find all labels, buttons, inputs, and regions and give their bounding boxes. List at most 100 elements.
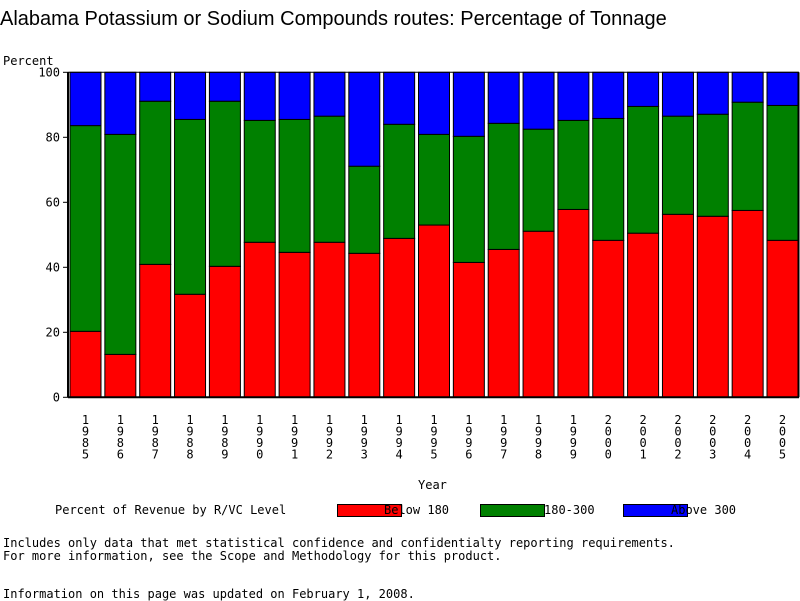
bar-segment-1995-1 <box>418 133 450 226</box>
y-tick-label-20: 20 <box>46 325 60 339</box>
x-tick-label-1990-1: 9 <box>256 425 263 439</box>
x-tick-label-1990-2: 9 <box>256 436 263 450</box>
x-tick-label-1988-2: 8 <box>186 436 193 450</box>
x-tick-label-1989-3: 9 <box>221 448 228 462</box>
x-tick-label-1990-3: 0 <box>256 448 263 462</box>
bar-segment-1996-0 <box>452 261 485 398</box>
legend-swatch-above-300 <box>623 504 688 517</box>
x-tick-label-1995-1: 9 <box>430 425 437 439</box>
bar-segment-1988-2 <box>174 71 207 120</box>
footnote-confidence: Includes only data that met statistical … <box>3 536 675 550</box>
x-tick-label-1996-0: 1 <box>465 413 472 427</box>
bar-segment-2004-1 <box>731 101 764 211</box>
bar-segment-1993-1 <box>348 165 381 254</box>
bar-segment-1991-0 <box>278 251 311 398</box>
x-tick-label-1993-0: 1 <box>361 413 368 427</box>
bar-segment-1997-1 <box>487 122 520 250</box>
bar-segment-1985-2 <box>69 71 102 127</box>
x-tick-label-1985-1: 9 <box>82 425 89 439</box>
bar-segment-2004-0 <box>731 209 764 398</box>
y-tick-label-0: 0 <box>53 390 60 404</box>
bar-segment-2003-2 <box>696 71 729 115</box>
bar-segment-2005-1 <box>766 104 799 241</box>
bar-segment-1985-0 <box>69 330 102 398</box>
bar-segment-2001-0 <box>627 232 660 398</box>
x-tick-label-1995-0: 1 <box>430 413 437 427</box>
x-tick-label-2002-2: 0 <box>674 436 681 450</box>
x-tick-label-2003-0: 2 <box>709 413 716 427</box>
x-tick-label-1991-3: 1 <box>291 448 298 462</box>
x-tick-label-1985-0: 1 <box>82 413 89 427</box>
x-tick-label-2002-0: 2 <box>674 413 681 427</box>
bar-segment-1999-0 <box>557 208 590 398</box>
x-tick-label-1994-3: 4 <box>396 448 403 462</box>
x-tick-label-1994-0: 1 <box>396 413 403 427</box>
x-tick-label-2000-3: 0 <box>605 448 612 462</box>
x-tick-label-1992-1: 9 <box>326 425 333 439</box>
bar-segment-1996-2 <box>452 71 485 137</box>
bar-segment-1990-0 <box>243 241 276 398</box>
x-tick-label-2002-3: 2 <box>674 448 681 462</box>
bar-segment-1986-0 <box>104 353 137 398</box>
x-tick-label-1991-0: 1 <box>291 413 298 427</box>
x-tick-label-1996-2: 9 <box>465 436 472 450</box>
bar-segment-1987-0 <box>139 263 172 398</box>
bar-segment-2000-0 <box>592 239 625 398</box>
bar-segment-1995-2 <box>418 71 450 135</box>
bar-segment-1992-0 <box>313 241 346 398</box>
x-tick-label-2005-1: 0 <box>779 425 786 439</box>
x-tick-label-1986-1: 9 <box>117 425 124 439</box>
x-tick-label-1994-2: 9 <box>396 436 403 450</box>
x-tick-label-1987-3: 7 <box>152 448 159 462</box>
x-tick-label-2004-2: 0 <box>744 436 751 450</box>
bar-segment-1986-1 <box>104 133 137 355</box>
bar-segment-1988-0 <box>174 293 207 398</box>
x-tick-label-2001-0: 2 <box>639 413 646 427</box>
x-tick-label-1990-0: 1 <box>256 413 263 427</box>
bar-segment-1994-0 <box>383 237 416 398</box>
legend-label-180-300: 180-300 <box>544 503 595 517</box>
bar-segment-1993-0 <box>348 252 381 398</box>
bar-segment-1995-0 <box>418 224 450 398</box>
x-tick-label-1998-0: 1 <box>535 413 542 427</box>
bar-segment-1989-1 <box>208 100 241 267</box>
x-tick-label-1989-2: 8 <box>221 436 228 450</box>
x-tick-label-2004-1: 0 <box>744 425 751 439</box>
bar-segment-1991-1 <box>278 118 311 253</box>
x-tick-label-1995-2: 9 <box>430 436 437 450</box>
bar-segment-1997-2 <box>487 71 520 124</box>
x-tick-label-2002-1: 0 <box>674 425 681 439</box>
x-tick-label-2005-3: 5 <box>779 448 786 462</box>
y-axis-label: Percent <box>3 54 54 68</box>
bar-segment-1989-0 <box>208 265 241 398</box>
x-tick-label-1995-3: 5 <box>430 448 437 462</box>
bar-segment-1996-1 <box>452 135 485 263</box>
bar-segment-1990-2 <box>243 71 276 121</box>
x-tick-label-1987-0: 1 <box>152 413 159 427</box>
x-tick-label-1998-3: 8 <box>535 448 542 462</box>
x-tick-label-2003-2: 0 <box>709 436 716 450</box>
bar-segment-1994-2 <box>383 71 416 125</box>
x-tick-label-1989-1: 9 <box>221 425 228 439</box>
y-tick-label-80: 80 <box>46 130 60 144</box>
x-tick-label-1988-1: 9 <box>186 425 193 439</box>
x-tick-label-2000-0: 2 <box>605 413 612 427</box>
bar-segment-1992-1 <box>313 115 346 243</box>
x-tick-label-2005-0: 2 <box>779 413 786 427</box>
x-tick-label-1996-3: 6 <box>465 448 472 462</box>
x-tick-label-1992-2: 9 <box>326 436 333 450</box>
x-tick-label-1997-0: 1 <box>500 413 507 427</box>
x-tick-label-2001-1: 0 <box>639 425 646 439</box>
bar-segment-1998-1 <box>522 128 555 232</box>
x-tick-label-2000-1: 0 <box>605 425 612 439</box>
x-tick-label-1987-2: 8 <box>152 436 159 450</box>
legend-label-below-180: Below 180 <box>384 503 450 517</box>
x-tick-label-1999-3: 9 <box>570 448 577 462</box>
x-tick-label-1986-2: 8 <box>117 436 124 450</box>
bar-segment-1987-1 <box>139 100 172 265</box>
y-tick-label-100: 100 <box>38 65 60 79</box>
bar-segment-2002-0 <box>661 213 694 398</box>
x-tick-label-2003-1: 0 <box>709 425 716 439</box>
x-tick-label-1994-1: 9 <box>396 425 403 439</box>
